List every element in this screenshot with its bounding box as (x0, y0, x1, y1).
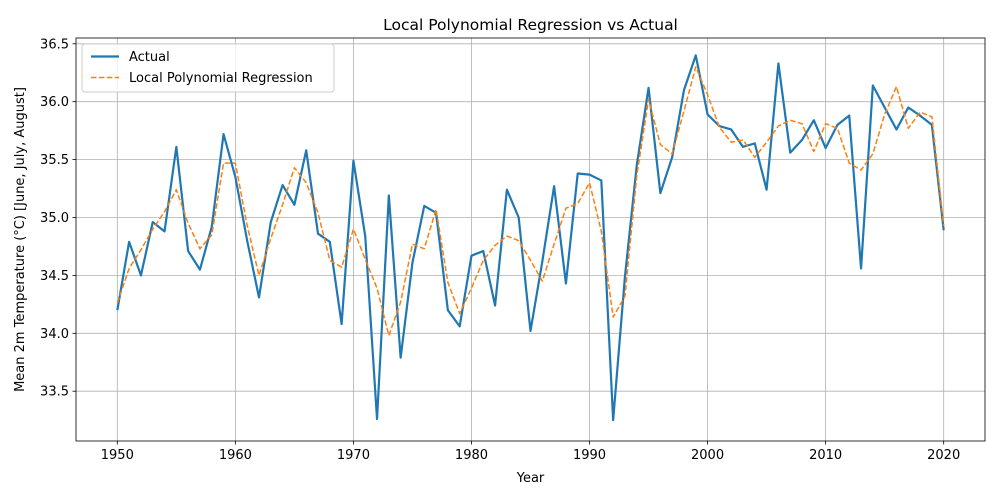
chart-title: Local Polynomial Regression vs Actual (383, 16, 678, 34)
y-tick-label: 34.5 (40, 269, 69, 284)
x-tick-label: 1950 (101, 448, 134, 463)
y-tick-label: 36.0 (40, 95, 69, 110)
legend-label: Actual (129, 50, 170, 65)
series-line-regression (116, 66, 945, 337)
legend-box (81, 43, 335, 93)
axis-ticks: 1950 1960 1970 1980 1990 2000 2010 2020 33.5 34.0… (40, 37, 960, 463)
x-tick-label: 2010 (809, 448, 842, 463)
y-tick-label: 34.0 (40, 327, 69, 342)
y-tick-label: 36.5 (40, 37, 69, 52)
y-tick-label: 35.0 (40, 211, 69, 226)
y-tick-label: 35.5 (40, 153, 69, 168)
x-tick-label: 1970 (337, 448, 370, 463)
y-axis-label: Mean 2m Temperature (°C) [June, July, Au… (13, 87, 28, 392)
x-tick-label: 1980 (455, 448, 488, 463)
series-line-actual (116, 54, 945, 422)
legend: Actual Local Polynomial Regression (81, 43, 335, 93)
series-layer (116, 54, 945, 422)
x-axis-label: Year (516, 471, 545, 486)
legend-label: Local Polynomial Regression (129, 71, 313, 86)
grid-lines (76, 38, 985, 441)
y-tick-label: 33.5 (40, 385, 69, 400)
x-tick-label: 1990 (573, 448, 606, 463)
plot-area (76, 38, 985, 441)
x-tick-label: 2020 (927, 448, 960, 463)
x-tick-label: 2000 (691, 448, 724, 463)
plot-frame (75, 37, 986, 442)
x-tick-label: 1960 (219, 448, 252, 463)
